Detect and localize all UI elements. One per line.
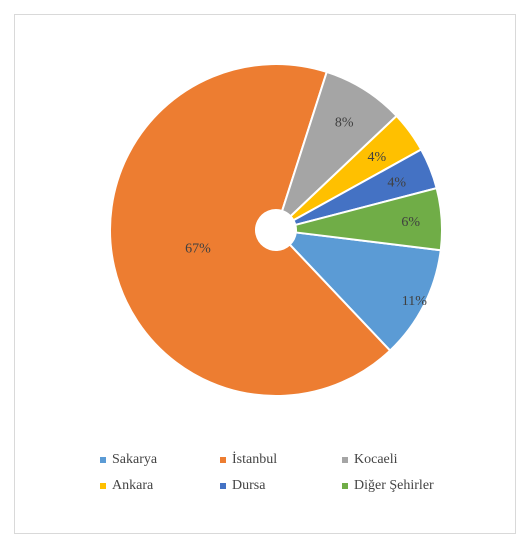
pie-slice-sakarya	[288, 231, 442, 353]
legend-label: Diğer Şehirler	[354, 478, 434, 493]
legend-label: Sakarya	[112, 452, 158, 467]
legend-swatch	[220, 457, 226, 463]
legend-item-ankara: Ankara	[100, 478, 220, 494]
legend-swatch	[220, 483, 226, 489]
legend-swatch	[100, 483, 106, 489]
data-label: 8%	[335, 116, 354, 131]
legend-item-sakarya: Sakarya	[100, 452, 220, 468]
data-label: 11%	[402, 294, 427, 309]
legend-swatch	[342, 457, 348, 463]
legend-item-kocaeli: Kocaeli	[342, 452, 492, 468]
legend-swatch	[100, 457, 106, 463]
pie-slice-i̇stanbul	[109, 63, 392, 397]
legend-label: Ankara	[112, 478, 154, 493]
data-label: 4%	[368, 150, 387, 165]
data-label: 4%	[387, 176, 406, 191]
pie-slice-diğer-şehirler	[294, 186, 443, 252]
legend-item-diger-sehirler: Diğer Şehirler	[342, 478, 492, 494]
data-label: 67%	[185, 242, 211, 257]
legend-item-dursa: Dursa	[220, 478, 342, 494]
data-label: 6%	[401, 215, 420, 230]
legend-item-istanbul: İstanbul	[220, 452, 342, 468]
legend-label: İstanbul	[232, 452, 278, 467]
chart-legend: Sakarya İstanbul Kocaeli Ankara Dursa Di…	[100, 452, 500, 494]
pie-chart: 11% 67% 8% 4%4% 6%	[109, 63, 443, 397]
legend-label: Kocaeli	[354, 452, 398, 467]
legend-swatch	[342, 483, 348, 489]
legend-label: Dursa	[232, 478, 266, 493]
